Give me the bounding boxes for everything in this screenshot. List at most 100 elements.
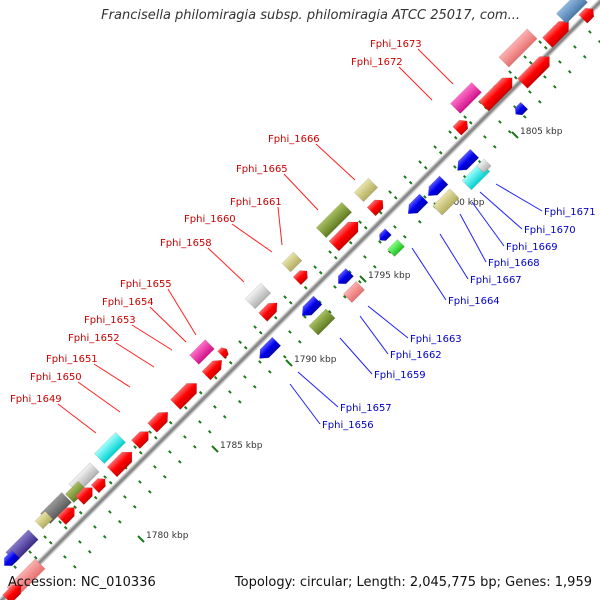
gene-feature[interactable]	[334, 268, 354, 287]
minor-tick	[198, 390, 203, 395]
minor-tick	[288, 330, 292, 334]
major-tick	[137, 535, 145, 543]
minor-tick	[153, 435, 158, 440]
minor-tick	[108, 480, 113, 485]
gene-label[interactable]: Fphi_1651	[46, 354, 98, 365]
gene-feature[interactable]	[298, 295, 323, 320]
gene-feature[interactable]	[556, 0, 588, 24]
gene-feature[interactable]	[56, 503, 78, 526]
gene-feature[interactable]	[578, 5, 597, 24]
gene-label[interactable]: Fphi_1668	[488, 258, 540, 269]
gene-label[interactable]: Fphi_1650	[30, 372, 82, 383]
gene-label[interactable]: Fphi_1652	[68, 333, 120, 344]
gene-label[interactable]: Fphi_1653	[84, 315, 136, 326]
gene-feature[interactable]	[366, 196, 387, 217]
gene-feature[interactable]	[315, 201, 353, 239]
minor-tick	[183, 435, 187, 439]
gene-feature[interactable]	[94, 432, 126, 464]
scale-label: 1800 kbp	[442, 198, 485, 208]
minor-tick	[288, 300, 293, 305]
gene-label[interactable]: Fphi_1672	[351, 57, 403, 68]
gene-feature[interactable]	[328, 217, 363, 252]
gene-feature[interactable]	[342, 280, 366, 304]
minor-tick	[357, 279, 362, 284]
minor-tick	[403, 175, 407, 179]
minor-tick	[72, 564, 77, 569]
gene-feature[interactable]	[476, 158, 492, 174]
minor-tick	[243, 375, 247, 379]
gene-feature[interactable]	[244, 282, 272, 310]
gene-feature[interactable]	[189, 339, 215, 365]
label-leader-line	[283, 173, 319, 211]
gene-feature[interactable]	[308, 308, 336, 336]
minor-tick	[582, 54, 587, 59]
label-leader-line	[277, 206, 283, 246]
gene-label[interactable]: Fphi_1661	[230, 197, 282, 208]
gene-label[interactable]: Fphi_1659	[374, 370, 426, 381]
gene-feature[interactable]	[453, 148, 480, 174]
minor-tick	[132, 504, 137, 509]
label-leader-line	[207, 247, 245, 283]
minor-tick	[507, 129, 512, 134]
gene-feature[interactable]	[106, 447, 137, 478]
gene-feature[interactable]	[281, 251, 303, 273]
gene-feature[interactable]	[432, 188, 460, 216]
gene-feature[interactable]	[217, 346, 231, 359]
gene-label[interactable]: Fphi_1654	[102, 297, 154, 308]
minor-tick	[567, 69, 572, 74]
gene-feature[interactable]	[258, 299, 282, 322]
gene-feature[interactable]	[2, 581, 26, 600]
label-leader-line	[359, 315, 389, 355]
minor-tick	[168, 450, 172, 454]
minor-tick	[168, 420, 173, 425]
gene-feature[interactable]	[90, 475, 109, 494]
gene-feature[interactable]	[130, 427, 152, 450]
minor-tick	[393, 225, 397, 229]
minor-tick	[372, 264, 377, 269]
gene-feature[interactable]	[34, 510, 54, 530]
gene-label[interactable]: Fphi_1666	[268, 134, 320, 145]
gene-label[interactable]: Fphi_1655	[120, 279, 172, 290]
gene-label[interactable]: Fphi_1673	[370, 39, 422, 50]
minor-tick	[253, 325, 257, 329]
gene-feature[interactable]	[147, 408, 173, 433]
gene-feature[interactable]	[74, 483, 96, 506]
gene-feature[interactable]	[404, 193, 429, 218]
label-leader-line	[93, 363, 131, 388]
gene-label[interactable]: Fphi_1670	[524, 225, 576, 236]
scale-label: 1790 kbp	[294, 355, 337, 365]
gene-label[interactable]: Fphi_1658	[160, 238, 212, 249]
gene-label[interactable]: Fphi_1669	[506, 242, 558, 253]
gene-feature[interactable]	[0, 550, 20, 569]
gene-feature[interactable]	[424, 175, 449, 200]
gene-feature[interactable]	[353, 177, 379, 203]
gene-label[interactable]: Fphi_1671	[544, 207, 596, 218]
gene-feature[interactable]	[498, 28, 538, 68]
gene-label[interactable]: Fphi_1667	[470, 275, 522, 286]
gene-feature[interactable]	[377, 228, 392, 244]
gene-label[interactable]: Fphi_1664	[448, 296, 500, 307]
gene-feature[interactable]	[478, 73, 517, 112]
gene-feature[interactable]	[170, 378, 201, 410]
gene-label[interactable]: Fphi_1665	[236, 164, 288, 175]
gene-feature[interactable]	[452, 117, 471, 136]
gene-labels: Fphi_1673 Fphi_1672 Fphi_1666 Fphi_1665 Fphi…	[10, 39, 596, 431]
gene-label[interactable]: Fphi_1660	[184, 214, 236, 225]
gene-label[interactable]: Fphi_1662	[390, 350, 442, 361]
major-tick	[285, 359, 293, 367]
gene-label[interactable]: Fphi_1649	[10, 394, 62, 405]
gene-label[interactable]: Fphi_1663	[410, 334, 462, 345]
gene-label[interactable]: Fphi_1657	[340, 403, 392, 414]
gene-feature[interactable]	[517, 52, 555, 89]
gene-feature[interactable]	[255, 336, 282, 362]
minor-tick	[87, 549, 92, 554]
gene-feature[interactable]	[292, 267, 311, 286]
gene-label[interactable]: Fphi_1656	[322, 420, 374, 431]
gene-feature[interactable]	[542, 16, 573, 48]
minor-tick	[468, 120, 473, 125]
gene-feature[interactable]	[201, 356, 226, 381]
gene-feature[interactable]	[450, 82, 482, 114]
gene-feature[interactable]	[387, 239, 405, 257]
gene-feature[interactable]	[512, 101, 529, 118]
